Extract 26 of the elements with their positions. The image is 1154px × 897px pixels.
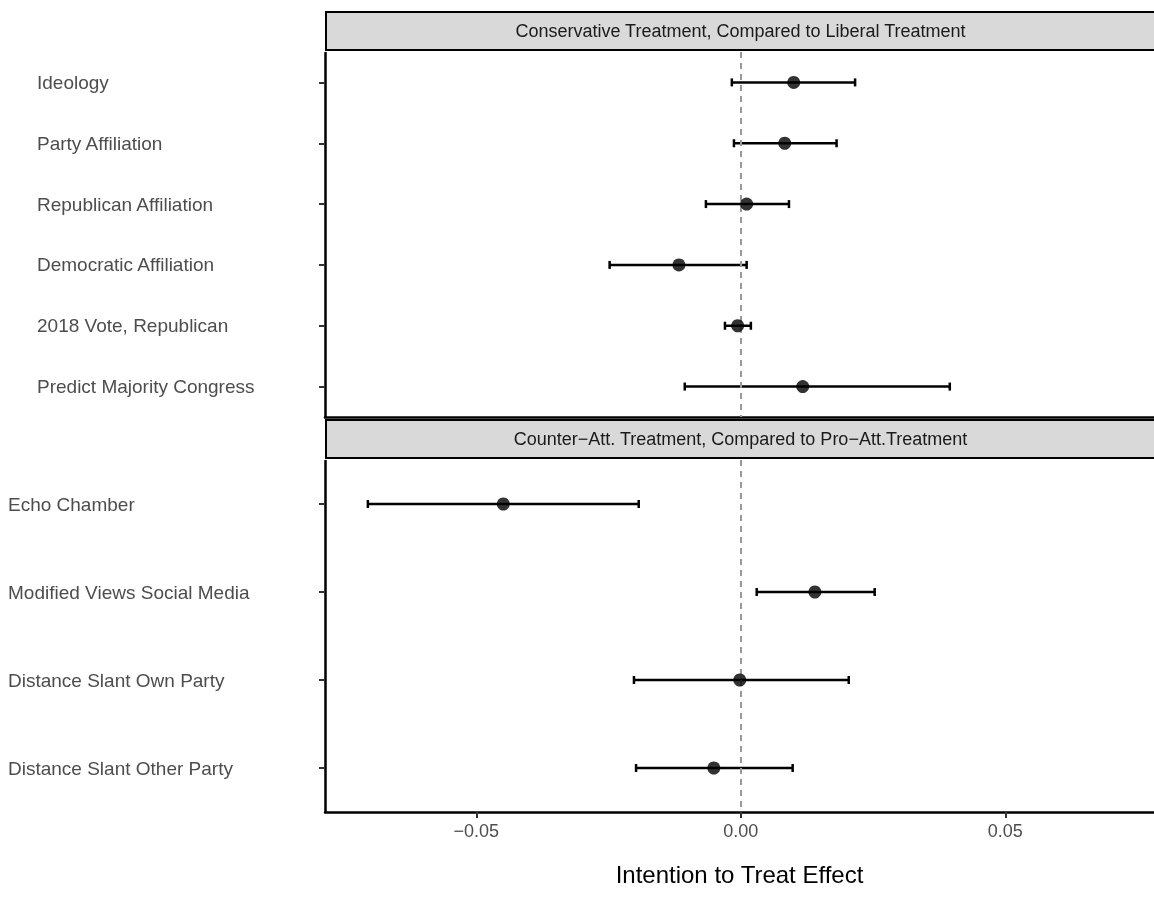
point: [796, 380, 810, 394]
x-axis-title: Intention to Treat Effect: [615, 860, 864, 888]
y-tick-label: Distance Slant Own Party: [8, 669, 225, 691]
y-tick-label: Republican Affiliation: [37, 193, 214, 215]
y-tick-label: Democratic Affiliation: [37, 254, 215, 276]
point: [496, 497, 510, 511]
y-tick-label: Party Affiliation: [37, 132, 163, 154]
x-tick-label: 0.00: [723, 821, 759, 841]
point: [787, 75, 801, 89]
y-tick-label: Echo Chamber: [8, 493, 136, 515]
y-tick-label: Ideology: [37, 71, 110, 93]
chart-title: Conservative Treatment, Compared to Liberal Treatment: [325, 11, 1154, 51]
point: [733, 673, 747, 687]
point: [672, 258, 686, 272]
x-tick-label: −0.05: [453, 821, 500, 841]
y-tick-label: 2018 Vote, Republican: [37, 315, 229, 337]
y-tick-label: Distance Slant Other Party: [8, 757, 234, 779]
y-tick-label: Predict Majority Congress: [37, 376, 255, 398]
point: [740, 197, 754, 211]
y-tick-label: Modified Views Social Media: [8, 581, 250, 603]
chart-title: Counter−Att. Treatment, Compared to Pro−Att.Treatment: [325, 419, 1154, 459]
point: [808, 585, 822, 599]
point: [707, 761, 721, 775]
x-tick-label: 0.05: [987, 821, 1023, 841]
point: [731, 319, 745, 333]
point: [778, 136, 792, 150]
